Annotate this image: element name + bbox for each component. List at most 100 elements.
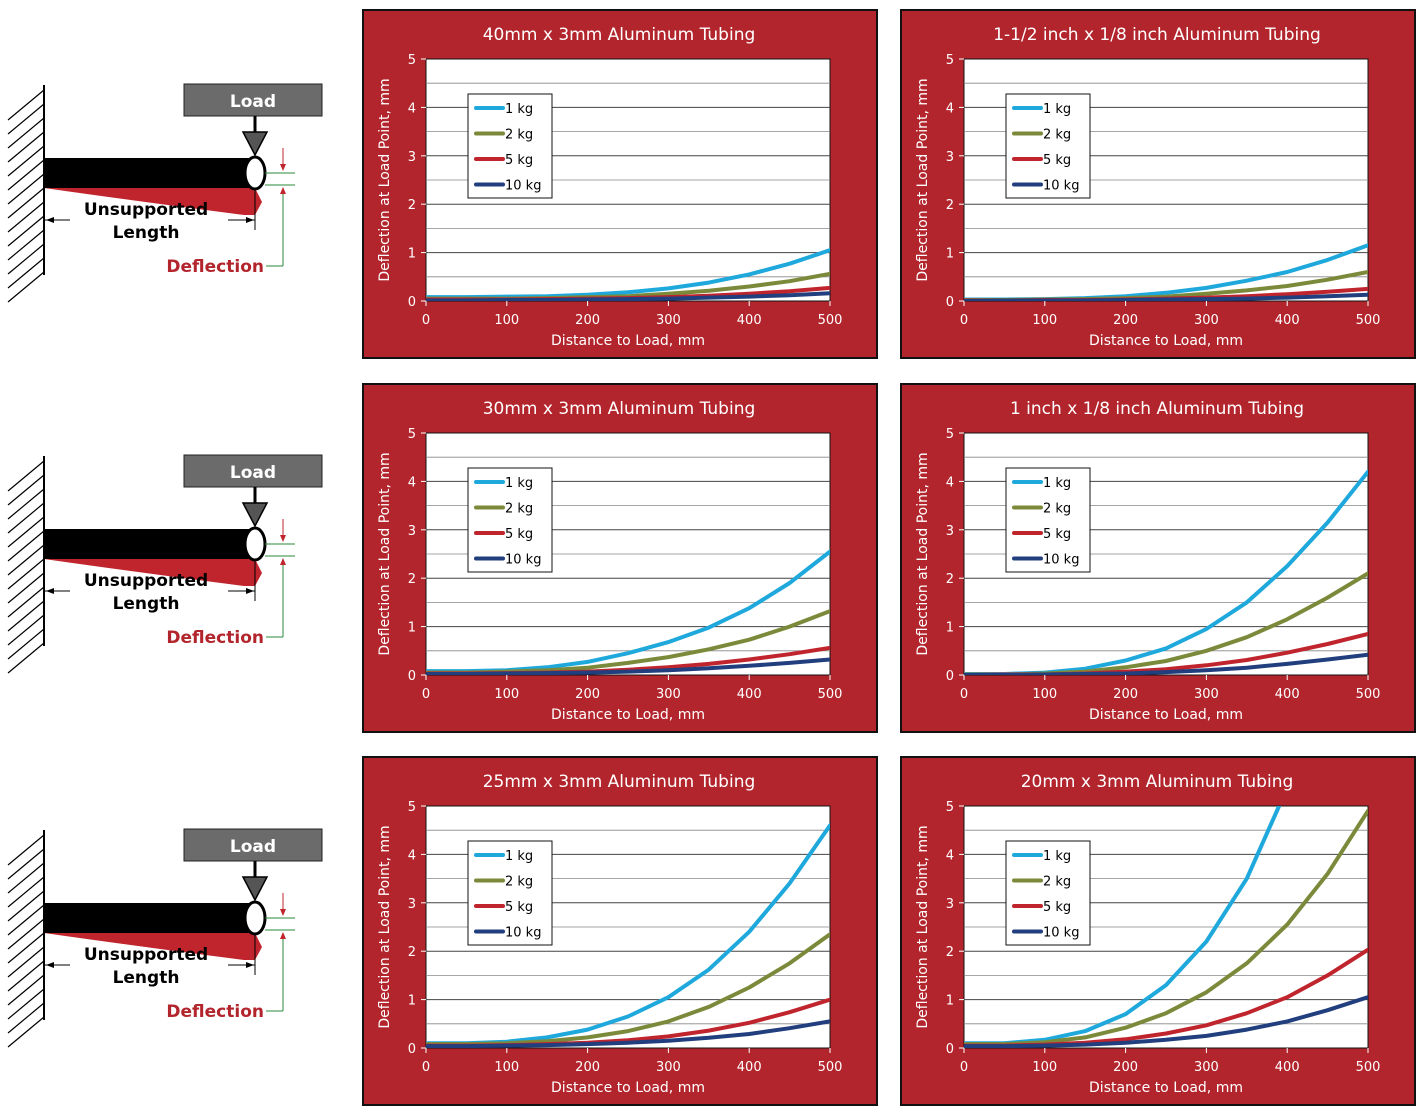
hatch-line [7,988,45,1020]
x-tick-label: 200 [575,687,600,702]
x-tick-label: 400 [737,687,762,702]
load-arrow-head [241,131,269,157]
legend: 1 kg 2 kg 5 kg 10 kg [1005,467,1091,573]
dim-arrow-right [246,217,254,223]
load-label: Load [230,92,276,112]
length-label-line1: Unsupported [84,200,208,220]
deflection-arrowhead-bottom [280,558,286,565]
x-tick-label: 100 [1032,687,1057,702]
chart-panel-3: 30mm x 3mm Aluminum Tubing 0 1 2 3 4 5 0 100 200 3… [362,383,878,733]
y-tick-label: 1 [946,247,954,262]
hatch-line [7,932,45,964]
legend-label: 5 kg [1043,153,1071,168]
deflection-chart-2: 1-1/2 inch x 1/8 inch Aluminum Tubing 0 1 2… [915,25,1381,349]
y-tick-label: 2 [408,572,416,587]
hatch-line [7,243,45,275]
y-tick-label: 5 [946,53,954,68]
series-group [426,248,830,301]
length-label-line2: Length [113,968,180,988]
legend-label: 2 kg [1043,128,1071,143]
hatch-line [7,516,45,548]
x-tick-label: 400 [1275,313,1300,328]
dim-arrow-right [246,962,254,968]
series-line-10kg [964,995,1368,1048]
hatch-line [7,488,45,520]
y-tick-label: 0 [408,669,416,684]
wall-hatch [7,834,45,1048]
beam-end [243,900,267,936]
legend-label: 5 kg [1043,527,1071,542]
x-tick-label: 200 [575,313,600,328]
deflection-label: Deflection [166,628,264,648]
hatch-line [7,642,45,674]
cantilever-diagram-3: Load Unsupported Length Deflection [7,828,323,1048]
x-tick-label: 300 [656,687,681,702]
deflected-beam [44,559,262,586]
legend: 1 kg 2 kg 5 kg 10 kg [467,840,553,946]
series-group [426,823,830,1048]
hatch-line [7,117,45,149]
deflected-beam [44,933,262,960]
x-axis-label: Distance to Load, mm [551,707,705,723]
legend: 1 kg 2 kg 5 kg 10 kg [1005,840,1091,946]
dim-arrow-left [46,962,54,968]
y-tick-label: 4 [946,475,954,490]
y-tick-label: 4 [408,475,416,490]
beam [44,158,256,188]
legend-label: 1 kg [505,102,533,117]
x-tick-label: 200 [1113,1060,1138,1075]
hatch-line [7,187,45,219]
x-tick-label: 0 [960,687,968,702]
cantilever-diagram-2: Load Unsupported Length Deflection [7,454,323,674]
load-box [183,454,323,488]
series-line-10kg [426,657,830,675]
hatch-line [7,1002,45,1034]
series-line-10kg [964,652,1368,675]
deflection-chart-4: 1 inch x 1/8 inch Aluminum Tubing0123450… [915,399,1380,723]
y-tick-label: 5 [408,800,416,815]
y-tick-label: 3 [408,897,416,912]
x-tick-label: 100 [1032,1060,1057,1075]
deflected-beam [44,188,262,215]
dim-arrow-left [46,217,54,223]
hatch-line [7,918,45,950]
legend-label: 2 kg [1043,875,1071,890]
cantilever-diagram-1: Load Unsupported Length Deflection [7,83,323,303]
legend-label: 5 kg [505,527,533,542]
x-tick-label: 200 [1113,687,1138,702]
y-axis-label: Deflection at Load Point, mm [915,452,931,655]
x-axis-label: Distance to Load, mm [551,333,705,349]
hatch-line [7,502,45,534]
x-tick-label: 500 [1356,313,1381,328]
y-tick-label: 4 [408,848,416,863]
x-axis-label: Distance to Load, mm [1089,707,1243,723]
deflection-arrowhead-bottom [280,187,286,194]
legend-label: 2 kg [505,875,533,890]
hatch-line [7,103,45,135]
x-tick-label: 200 [1113,313,1138,328]
hatch-line [7,201,45,233]
legend-label: 5 kg [505,900,533,915]
hatch-line [7,890,45,922]
chart-title: 1 inch x 1/8 inch Aluminum Tubing [1010,399,1304,419]
legend-label: 10 kg [1043,553,1079,568]
y-tick-label: 3 [946,524,954,539]
hatch-line [7,614,45,646]
y-axis-label: Deflection at Load Point, mm [915,825,931,1028]
legend: 1 kg 2 kg 5 kg 10 kg [467,93,553,199]
hatch-line [7,600,45,632]
y-tick-label: 0 [946,669,954,684]
x-tick-label: 0 [422,313,430,328]
y-tick-label: 1 [408,621,416,636]
x-tick-label: 0 [960,313,968,328]
length-label-line2: Length [113,223,180,243]
chart-panel-4: 1 inch x 1/8 inch Aluminum Tubing 0 1 2 3 4 5 0… [900,383,1416,733]
x-tick-label: 500 [1356,1060,1381,1075]
y-tick-label: 2 [408,945,416,960]
chart-title: 1-1/2 inch x 1/8 inch Aluminum Tubing [993,25,1321,45]
hatch-line [7,159,45,191]
beam-end [243,526,267,562]
legend-box [1005,93,1091,199]
x-tick-label: 500 [818,1060,843,1075]
hatch-line [7,173,45,205]
